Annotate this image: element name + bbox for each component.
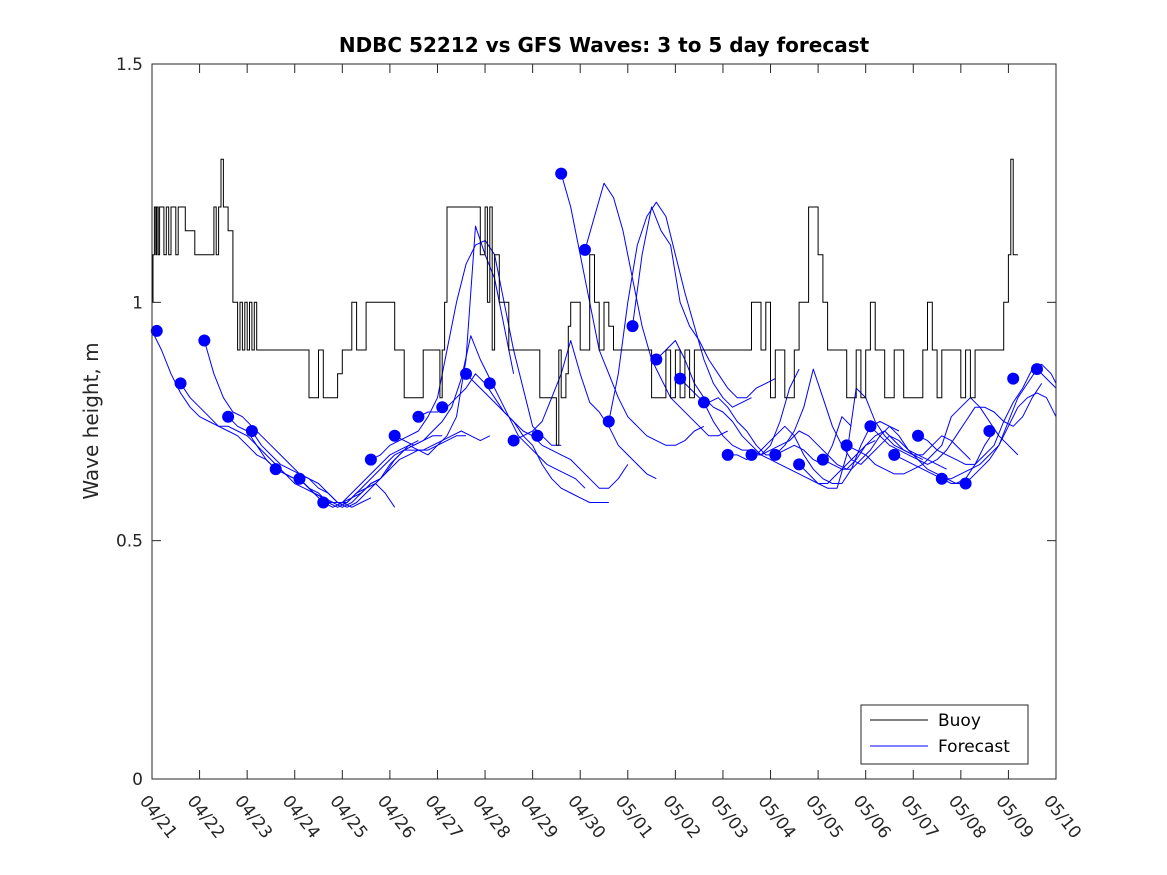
forecast-point — [935, 472, 948, 485]
forecast-point — [150, 324, 163, 337]
legend-label-forecast: Forecast — [938, 737, 1010, 757]
forecast-line — [513, 340, 657, 480]
legend: Buoy Forecast — [860, 704, 1029, 765]
y-tick-label: 1.5 — [116, 55, 143, 75]
y-tick-label: 0 — [132, 770, 143, 790]
forecast-line — [893, 368, 1057, 484]
forecast-point — [555, 167, 568, 180]
forecast-point — [531, 429, 544, 442]
forecast-line — [751, 430, 924, 470]
forecast-point — [1030, 363, 1043, 376]
forecast-line — [323, 225, 515, 508]
forecast-point — [436, 401, 449, 414]
forecast-point — [460, 367, 473, 380]
forecast-line — [151, 330, 343, 503]
axes-box — [151, 63, 1057, 780]
forecast-point — [364, 453, 377, 466]
forecast-point — [602, 415, 615, 428]
forecast-line — [299, 430, 491, 508]
forecast-point — [483, 377, 496, 390]
forecast-point — [222, 410, 235, 423]
forecast-point — [317, 496, 330, 509]
forecast-point — [674, 372, 687, 385]
forecast-point — [198, 334, 211, 347]
forecast-point — [983, 425, 996, 438]
forecast-point — [650, 353, 663, 366]
plot-area — [150, 63, 1057, 780]
y-tick-label: 1 — [132, 293, 143, 313]
forecast-line — [560, 173, 705, 446]
forecast-point — [1007, 372, 1020, 385]
forecast-point — [269, 463, 282, 476]
legend-label-buoy: Buoy — [938, 711, 981, 731]
forecast-point — [912, 429, 925, 442]
legend-box — [860, 704, 1029, 765]
forecast-line — [798, 387, 971, 489]
buoy-series-group — [152, 158, 1018, 446]
forecast-point — [626, 320, 639, 333]
forecast-points-group — [150, 167, 1043, 509]
forecast-point — [793, 458, 806, 471]
forecast-point — [864, 420, 877, 433]
forecast-point — [245, 425, 258, 438]
forecast-line — [941, 392, 1057, 480]
buoy-line — [152, 158, 1018, 446]
forecast-point — [578, 243, 591, 256]
forecast-line — [608, 201, 752, 422]
y-axis-label: Wave height, m — [79, 342, 103, 499]
forecast-point — [293, 472, 306, 485]
y-axis: 0 0.5 1 1.5 — [116, 55, 1056, 790]
forecast-line — [251, 430, 443, 508]
forecast-point — [769, 448, 782, 461]
forecast-line — [703, 402, 876, 484]
forecast-line — [846, 397, 1019, 475]
forecast-point — [888, 448, 901, 461]
forecast-point — [816, 453, 829, 466]
forecast-point — [507, 434, 520, 447]
forecast-point — [840, 439, 853, 452]
forecast-point — [174, 377, 187, 390]
forecast-series-group — [151, 173, 1057, 508]
forecast-line — [370, 239, 562, 461]
forecast-point — [412, 410, 425, 423]
y-tick-label: 0.5 — [116, 532, 143, 552]
forecast-point — [697, 396, 710, 409]
chart-title: NDBC 52212 vs GFS Waves: 3 to 5 day fore… — [339, 33, 870, 57]
forecast-point — [745, 448, 758, 461]
forecast-point — [959, 477, 972, 490]
forecast-line — [584, 182, 728, 437]
forecast-point — [721, 448, 734, 461]
forecast-point — [388, 429, 401, 442]
forecast-line — [465, 373, 629, 489]
forecast-line — [870, 383, 1043, 465]
